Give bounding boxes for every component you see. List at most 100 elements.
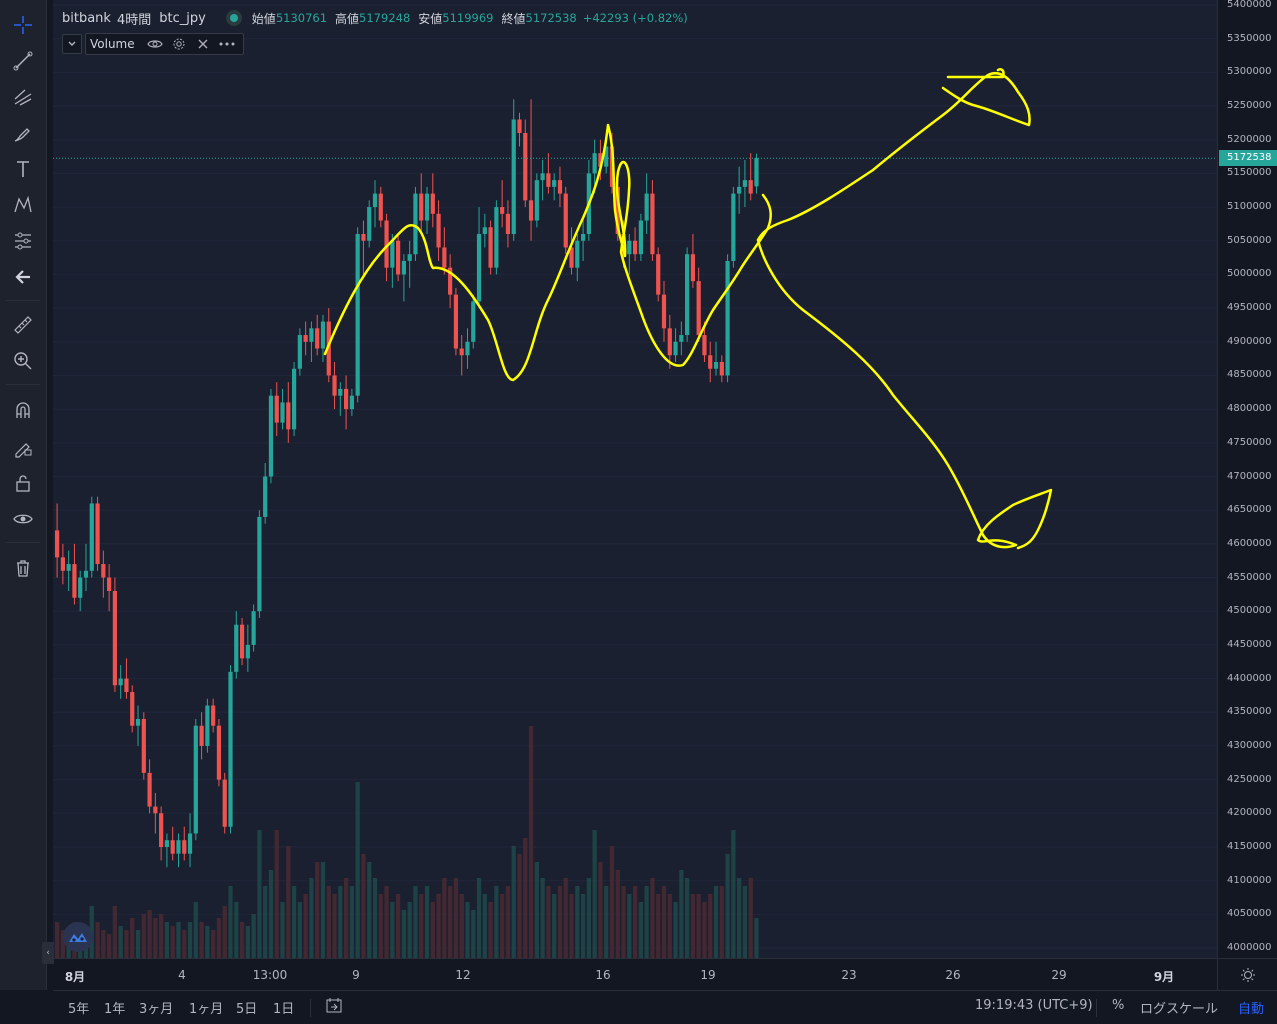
candle-body: [176, 840, 181, 854]
candle-body: [268, 395, 274, 477]
candle-body: [355, 234, 360, 396]
candle-body: [708, 355, 713, 369]
trend-line-icon[interactable]: [8, 46, 38, 76]
trash-icon[interactable]: [8, 553, 38, 583]
range-1d-button[interactable]: 1日: [273, 1002, 295, 1017]
tradingview-logo[interactable]: [63, 922, 93, 952]
candle: [494, 200, 499, 275]
candle-body: [517, 119, 522, 133]
volume-bar: [731, 830, 736, 958]
candle: [153, 793, 158, 834]
volume-bar: [627, 894, 632, 958]
more-icon[interactable]: [215, 34, 239, 54]
volume-bar: [384, 886, 389, 958]
candle: [187, 813, 193, 868]
candle-body: [286, 402, 291, 430]
unlock-icon[interactable]: [8, 468, 38, 498]
time-axis[interactable]: 8月 4 13:00 9 12 16 19 23 26 29 9月: [53, 958, 1217, 990]
candle-body: [199, 725, 204, 746]
volume-bar: [453, 878, 459, 958]
range-1m-button[interactable]: 1ヶ月: [189, 1002, 224, 1017]
percent-toggle[interactable]: %: [1112, 998, 1125, 1013]
log-scale-toggle[interactable]: ログスケール: [1140, 1002, 1219, 1017]
candle: [713, 341, 719, 376]
candle: [257, 510, 262, 618]
gear-icon[interactable]: [167, 34, 191, 54]
candle-body: [598, 153, 603, 167]
candle-body: [60, 557, 65, 571]
symbol-legend[interactable]: bitbank 4時間 btc_jpy 始値 5130761 高値 517924…: [62, 8, 688, 28]
range-3m-button[interactable]: 3ヶ月: [139, 1002, 174, 1017]
brush-icon[interactable]: [8, 118, 38, 148]
volume-bar: [679, 870, 684, 958]
candle: [286, 382, 291, 443]
candle: [130, 685, 135, 733]
price-axis[interactable]: 5400000 5350000 5300000 5250000 5200000 51500…: [1217, 0, 1277, 958]
candle-body: [615, 186, 620, 235]
magnet-icon[interactable]: [8, 396, 38, 426]
lock-drawing-icon[interactable]: [8, 432, 38, 462]
candle: [401, 254, 406, 302]
scroll-left-button[interactable]: ‹: [42, 942, 54, 964]
candle: [679, 321, 684, 356]
collapse-legend-button[interactable]: [62, 34, 82, 54]
range-5d-button[interactable]: 5日: [236, 1002, 258, 1017]
fib-retracement-icon[interactable]: [8, 82, 38, 112]
time-label: 26: [945, 968, 961, 982]
candle-body: [303, 335, 308, 342]
candle-body: [500, 207, 505, 214]
eye-icon[interactable]: [8, 504, 38, 534]
candlestick-chart[interactable]: [53, 0, 1217, 958]
candle-body: [546, 173, 551, 187]
candle: [511, 99, 516, 241]
candle-body: [344, 388, 349, 410]
volume-bar: [164, 922, 170, 958]
candle-body: [494, 207, 499, 268]
price-label: 4200000: [1227, 807, 1272, 819]
prediction-icon[interactable]: [8, 226, 38, 256]
candle-body: [661, 294, 667, 329]
volume-bar: [280, 902, 285, 958]
goto-date-icon[interactable]: [325, 997, 343, 1019]
range-1y-button[interactable]: 1年: [104, 1002, 126, 1017]
symbol-name: btc_jpy: [159, 10, 206, 26]
volume-bar: [471, 910, 476, 958]
text-tool-icon[interactable]: [8, 154, 38, 184]
candle: [523, 119, 528, 208]
candle-body: [407, 254, 412, 261]
auto-scale-toggle[interactable]: 自動: [1238, 1002, 1265, 1017]
crosshair-icon[interactable]: [8, 10, 38, 40]
close-icon[interactable]: [191, 34, 215, 54]
axis-settings-button[interactable]: [1217, 958, 1277, 990]
candle: [696, 267, 701, 342]
candle-body: [66, 564, 71, 571]
chart-pane[interactable]: [53, 0, 1217, 958]
arrow-left-icon[interactable]: [8, 262, 38, 292]
candle-body: [135, 718, 141, 726]
candle: [239, 617, 245, 666]
volume-bar: [320, 862, 326, 958]
volume-bar: [153, 918, 158, 958]
candle-body: [170, 840, 175, 854]
candle-body: [130, 692, 135, 726]
volume-bar: [326, 886, 331, 958]
range-5y-button[interactable]: 5年: [68, 1002, 90, 1017]
price-label: 5250000: [1227, 100, 1272, 112]
candle-body: [725, 260, 730, 376]
change-value: +42293 (+0.82%): [582, 11, 688, 25]
ruler-icon[interactable]: [8, 310, 38, 340]
eye-icon[interactable]: [143, 34, 167, 54]
clock-time[interactable]: 19:19:43 (UTC+9): [975, 998, 1093, 1013]
candle-body: [748, 180, 753, 194]
volume-study[interactable]: Volume: [85, 33, 244, 55]
price-label: 4400000: [1227, 672, 1272, 684]
zoom-in-icon[interactable]: [8, 346, 38, 376]
candle-body: [320, 321, 326, 349]
candle: [424, 186, 430, 235]
candle-body: [193, 725, 198, 834]
volume-bar: [297, 902, 302, 958]
pattern-icon[interactable]: [8, 190, 38, 220]
volume-bar: [234, 902, 239, 958]
volume-bar: [413, 886, 418, 958]
volume-bar: [124, 930, 129, 958]
